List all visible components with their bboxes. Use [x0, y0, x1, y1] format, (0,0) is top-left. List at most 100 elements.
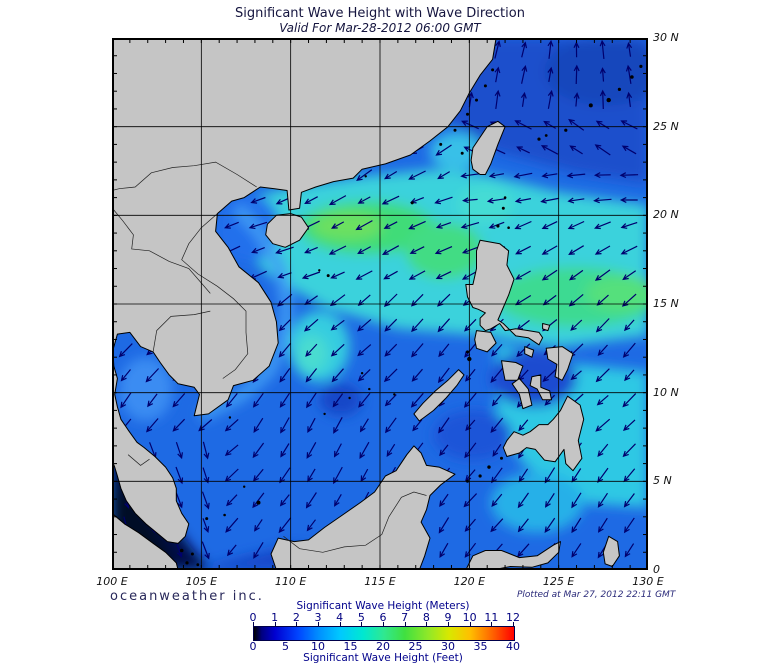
wave-arrow: [305, 492, 317, 509]
island-speck: [348, 396, 351, 400]
chart-valid-time: Valid For Mar-28-2012 06:00 GMT: [279, 21, 481, 35]
wave-arrow: [333, 466, 343, 485]
island-speck: [360, 372, 364, 375]
wave-arrow: [625, 64, 632, 84]
wave-arrow: [386, 443, 396, 457]
landmass: [465, 239, 544, 346]
wave-arrow: [145, 368, 160, 383]
landmass: [502, 395, 585, 472]
landmass: [470, 120, 506, 175]
island-speck: [243, 485, 246, 488]
wave-arrow: [622, 393, 637, 408]
island-speck: [179, 548, 184, 553]
wave-arrow: [514, 120, 532, 130]
wave-arrow: [437, 318, 451, 333]
wave-arrow: [120, 369, 131, 382]
wave-arrow: [147, 393, 158, 408]
wave-arrow: [383, 270, 398, 280]
landmass: [112, 38, 497, 544]
lat-label: 0: [653, 563, 660, 576]
legend-meter-tick: 6: [379, 611, 387, 624]
island-speck: [466, 112, 469, 116]
wave-arrow: [597, 443, 609, 457]
wave-arrow: [541, 269, 558, 281]
wave-arrow: [251, 247, 265, 254]
wave-arrow: [621, 145, 637, 155]
wave-arrow: [619, 197, 638, 203]
wave-arrow: [411, 318, 424, 333]
wave-arrow: [593, 172, 611, 179]
island-speck: [256, 500, 261, 505]
oceanweather-logo-text: oceanweather inc.: [110, 589, 264, 604]
wave-arrow: [202, 518, 210, 533]
wave-arrow: [410, 392, 424, 408]
wave-arrow: [568, 269, 584, 281]
island-speck: [501, 206, 505, 210]
wave-arrow: [595, 318, 610, 333]
wave-arrow: [594, 144, 611, 156]
island-speck: [410, 201, 414, 205]
wave-arrow: [438, 417, 450, 434]
wave-arrow: [620, 120, 638, 130]
wave-arrow: [334, 493, 342, 507]
wave-arrow: [569, 145, 583, 155]
wave-arrow: [463, 493, 478, 508]
legend-colorbar: [253, 626, 515, 641]
wave-arrow: [304, 196, 318, 204]
wave-arrow: [435, 144, 452, 156]
map-frame: [112, 38, 648, 570]
legend-feet-tick: 35: [473, 640, 488, 653]
island-speck: [475, 98, 478, 102]
island-speck: [466, 350, 469, 354]
wave-arrow: [250, 196, 266, 204]
legend-meter-tick: 8: [422, 611, 430, 624]
wave-arrow: [490, 417, 504, 434]
wave-arrow: [514, 197, 532, 204]
wave-arrow: [253, 541, 264, 559]
chart-title: Significant Wave Height with Wave Direct…: [235, 6, 525, 21]
wave-arrow: [567, 197, 585, 204]
wave-arrow: [515, 245, 531, 255]
island-speck: [228, 416, 232, 419]
wave-arrow: [491, 344, 503, 357]
wave-arrow: [331, 368, 344, 383]
wave-arrow: [597, 467, 609, 483]
legend-meter-tick: 1: [271, 611, 279, 624]
legend-meter-tick: 2: [292, 611, 300, 624]
wave-arrow: [146, 418, 159, 433]
wave-arrow: [570, 319, 583, 331]
island-speck: [460, 151, 464, 155]
legend-feet-tick: 15: [343, 640, 358, 653]
wave-arrow: [301, 271, 321, 280]
wave-arrow: [540, 197, 559, 204]
legend-title-meters: Significant Wave Height (Meters): [296, 600, 470, 612]
wave-arrow: [408, 170, 426, 180]
wave-arrow: [492, 443, 502, 457]
wave-arrow: [225, 517, 239, 533]
wave-arrow: [461, 246, 479, 254]
landmass: [545, 346, 574, 381]
plotted-timestamp: Plotted at Mar 27, 2012 22:11 GMT: [517, 590, 676, 600]
wave-arrow: [594, 245, 611, 255]
legend-meter-tick: 4: [336, 611, 344, 624]
legend-tick-mark: [274, 622, 276, 626]
legend-meter-tick: 9: [444, 611, 452, 624]
wave-arrow: [619, 172, 639, 179]
wave-arrow: [464, 442, 477, 459]
wave-arrow: [359, 418, 369, 433]
lat-label: 25 N: [653, 119, 679, 133]
wave-arrow: [439, 444, 449, 457]
wave-arrow: [357, 246, 371, 255]
wave-arrow: [490, 518, 504, 533]
wave-arrow: [460, 222, 480, 229]
wave-arrow: [434, 196, 453, 205]
wave-arrow: [224, 418, 239, 432]
wave-arrow: [408, 270, 426, 280]
wave-arrow: [226, 494, 238, 507]
wave-arrow: [597, 344, 608, 357]
wave-arrow: [384, 394, 397, 407]
wave-arrow: [491, 493, 503, 507]
wave-arrow: [486, 197, 506, 204]
wave-arrow: [381, 245, 400, 255]
wave-arrow: [624, 543, 635, 558]
